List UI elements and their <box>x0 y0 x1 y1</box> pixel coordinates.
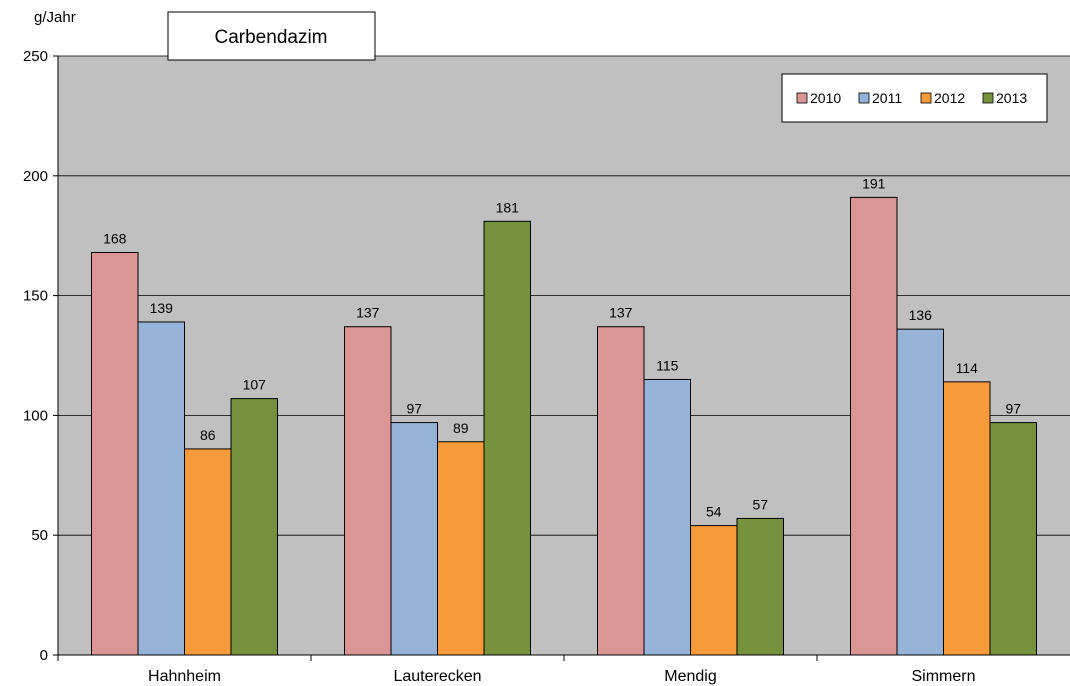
data-label: 168 <box>103 230 127 246</box>
bar-hahnheim-2012 <box>184 448 232 656</box>
legend-swatch-2011 <box>858 92 870 104</box>
legend-label: 2012 <box>934 90 965 106</box>
y-axis-ticks: 0 50 100 150 200 250 <box>23 48 58 664</box>
chart-title: Carbendazim <box>215 27 328 48</box>
data-label: 89 <box>453 420 469 436</box>
data-label: 191 <box>862 175 886 191</box>
data-label: 97 <box>406 401 422 417</box>
data-label: 107 <box>243 377 267 393</box>
bar-lauterecken-2012 <box>437 441 485 656</box>
legend-label: 2013 <box>996 90 1027 106</box>
bar-hahnheim-2010 <box>91 251 139 656</box>
chart-title-box: Carbendazim <box>167 11 376 61</box>
data-label: 86 <box>200 427 216 443</box>
bar-mendig-2011 <box>643 378 691 656</box>
data-label: 137 <box>356 305 380 321</box>
data-label: 115 <box>656 357 679 373</box>
bar-simmern-2012 <box>943 381 991 656</box>
legend-swatch-2010 <box>796 92 808 104</box>
data-label: 139 <box>150 300 174 316</box>
y-tick-label: 200 <box>23 168 48 185</box>
y-axis-unit-label: g/Jahr <box>34 9 76 26</box>
bar-lauterecken-2013 <box>483 220 531 656</box>
data-label: 136 <box>909 307 933 323</box>
bar-simmern-2010 <box>850 196 898 656</box>
x-category-label: Hahnheim <box>148 668 221 685</box>
bar-hahnheim-2011 <box>137 321 185 656</box>
bar-mendig-2010 <box>597 326 645 656</box>
bars <box>91 196 1037 656</box>
legend-swatch-2013 <box>982 92 994 104</box>
bar-simmern-2013 <box>989 422 1037 656</box>
data-label: 57 <box>752 496 768 512</box>
legend-swatch-2012 <box>920 92 932 104</box>
bar-mendig-2013 <box>736 517 784 656</box>
bar-hahnheim-2013 <box>230 398 278 656</box>
bar-lauterecken-2011 <box>390 422 438 656</box>
legend-label: 2010 <box>810 90 841 106</box>
data-label: 114 <box>956 360 979 376</box>
x-category-label: Lauterecken <box>393 668 481 685</box>
y-tick-label: 100 <box>23 407 48 424</box>
data-label: 97 <box>1005 401 1021 417</box>
data-label: 181 <box>496 199 520 215</box>
data-label: 54 <box>706 504 722 520</box>
y-tick-label: 0 <box>40 647 48 664</box>
data-label: 137 <box>609 305 633 321</box>
bar-mendig-2012 <box>690 525 738 656</box>
y-tick-label: 50 <box>31 527 48 544</box>
data-labels: 168 139 86 107 137 97 89 181 137 115 54 57 191 136 114… <box>103 175 1021 519</box>
bar-lauterecken-2010 <box>344 326 392 656</box>
y-tick-label: 250 <box>23 48 48 65</box>
legend-label: 2011 <box>872 90 902 106</box>
legend: 2010 2011 2012 2013 <box>781 73 1048 123</box>
x-axis-categories: Hahnheim Lauterecken Mendig Simmern <box>57 655 976 685</box>
x-category-label: Simmern <box>911 668 975 685</box>
bar-simmern-2011 <box>896 328 944 656</box>
y-tick-label: 150 <box>23 288 48 305</box>
x-category-label: Mendig <box>664 668 716 685</box>
